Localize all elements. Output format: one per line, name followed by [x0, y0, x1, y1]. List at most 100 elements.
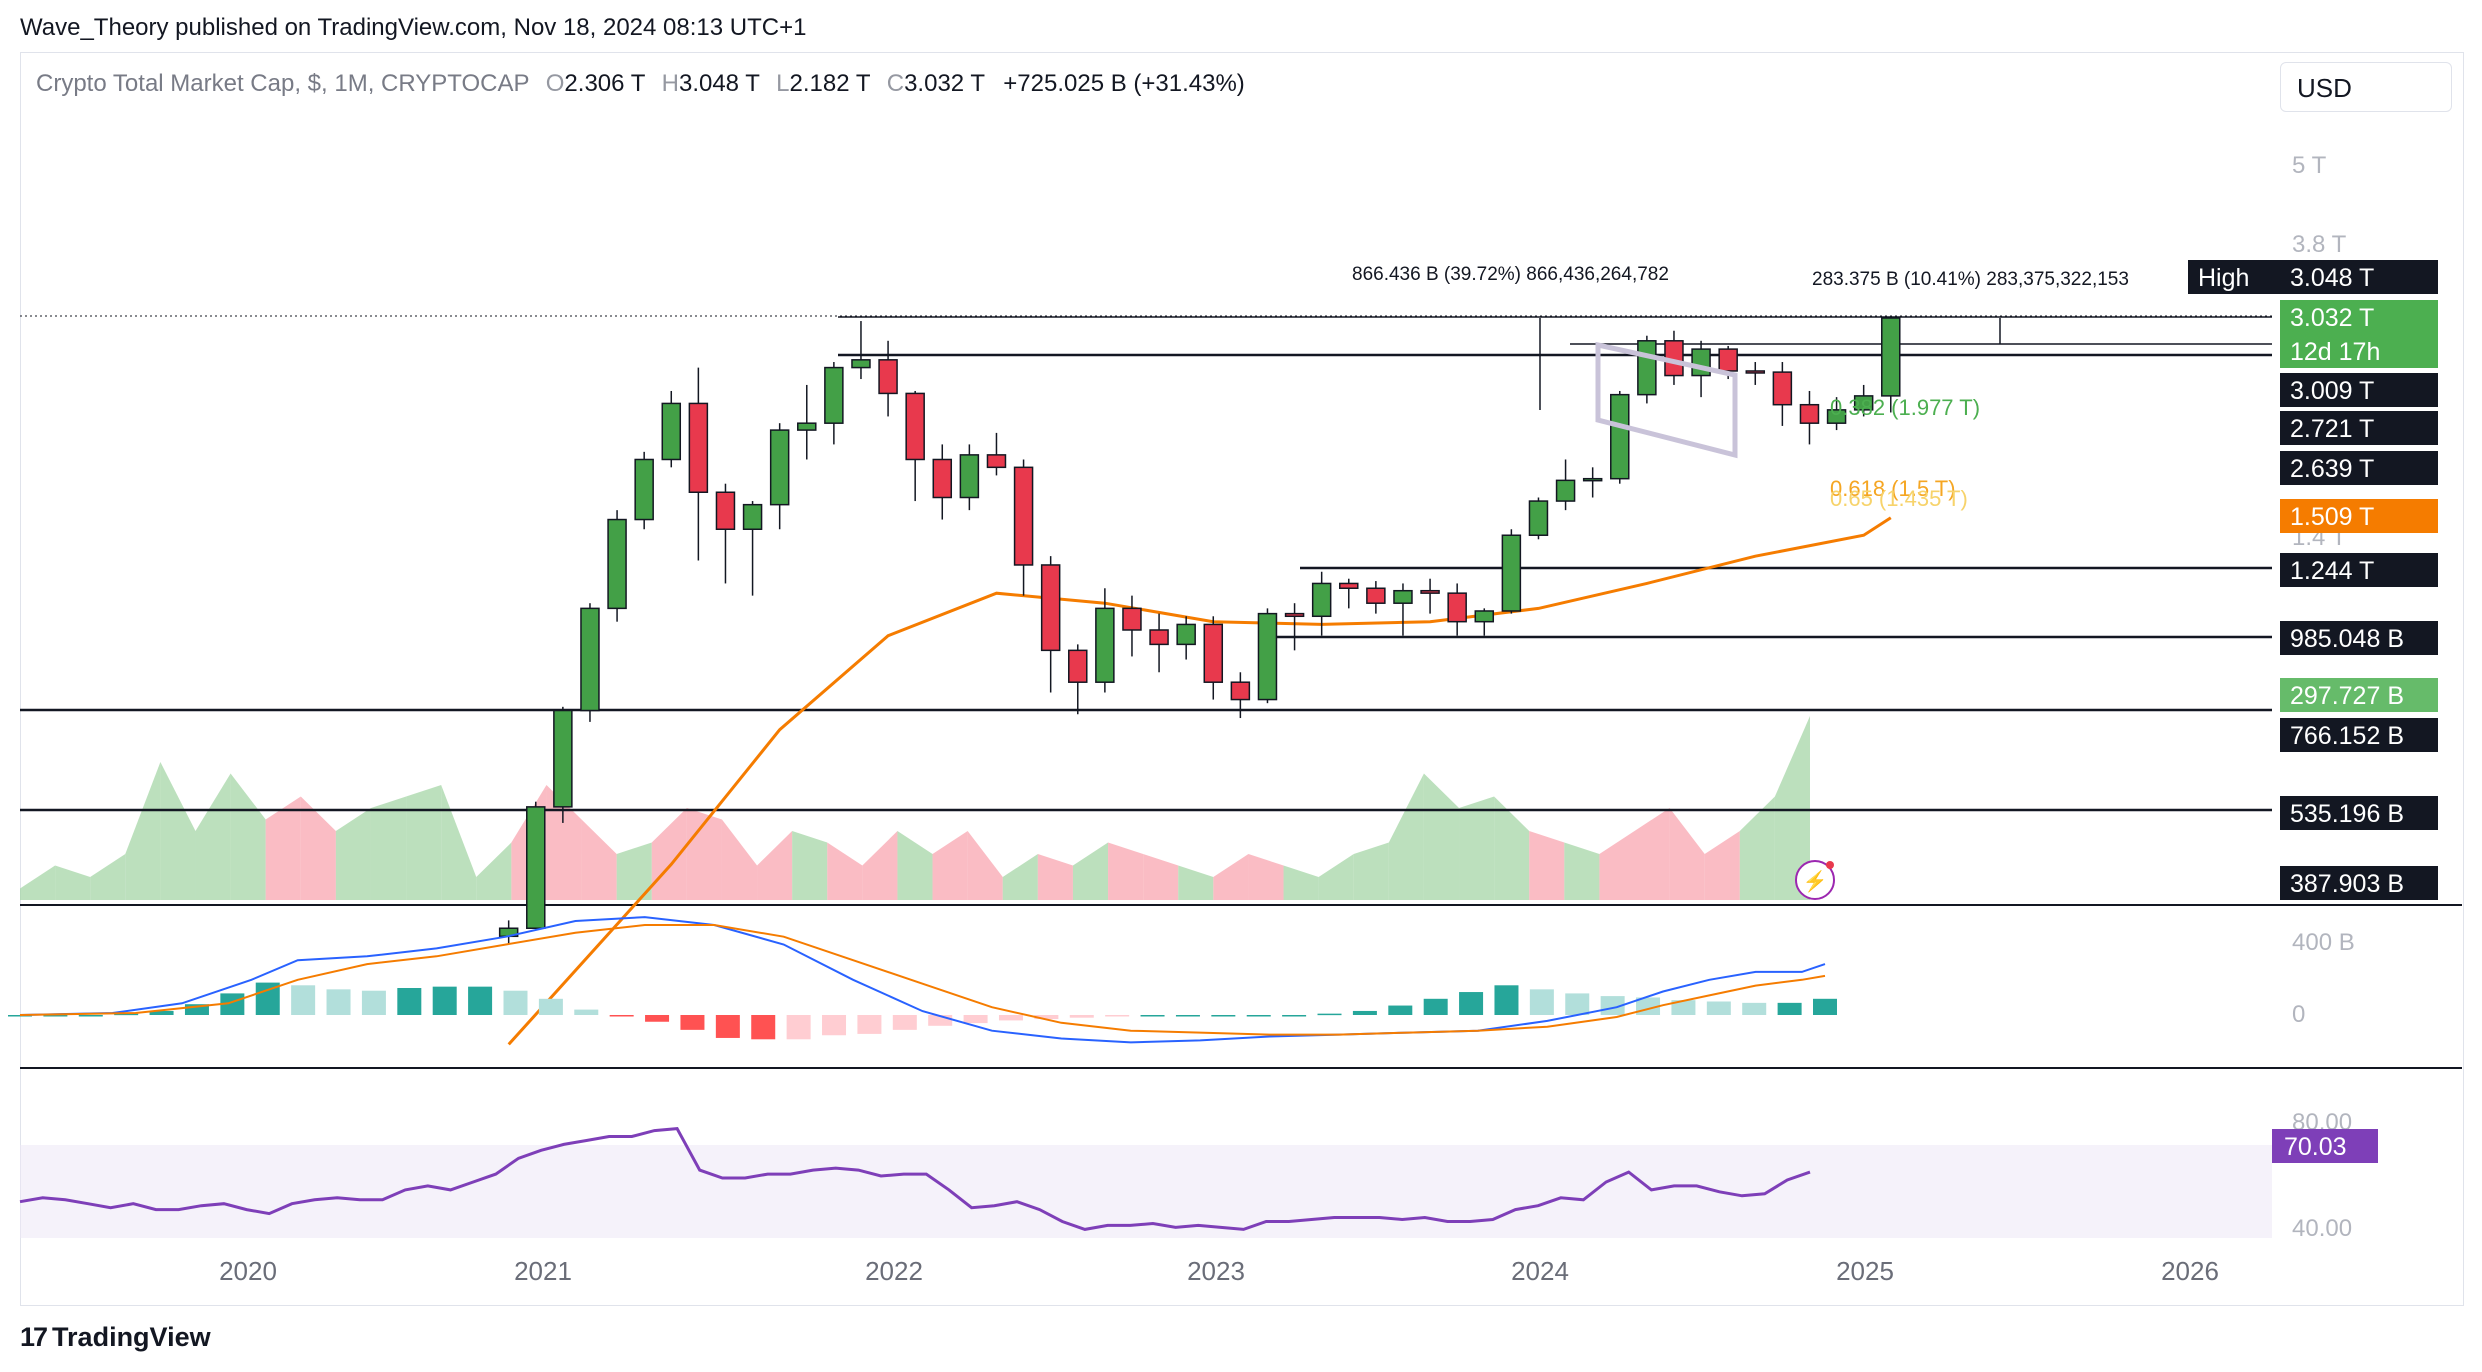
volume-segment	[1494, 796, 1530, 900]
price-tag-label: 535.196 B	[2290, 800, 2404, 828]
symbol-name[interactable]: Crypto Total Market Cap, $, 1M, CRYPTOCA…	[36, 70, 530, 97]
candle-body	[1040, 564, 1061, 652]
macd-histogram-bar	[503, 990, 528, 1015]
macd-histogram-bar	[574, 1009, 599, 1015]
macd-histogram-bar	[715, 1015, 740, 1038]
candle-body	[1555, 479, 1576, 502]
candle-body	[1230, 681, 1251, 701]
time-axis-label: 2022	[865, 1256, 923, 1286]
macd-line	[19, 916, 1826, 1044]
publisher-line: Wave_Theory published on TradingView.com…	[20, 14, 807, 41]
volume-segment	[20, 865, 56, 900]
volume-segment	[546, 785, 582, 900]
macd-histogram-bar	[1600, 996, 1625, 1015]
candle-body	[1311, 582, 1332, 618]
candle-body	[1582, 477, 1603, 482]
candle-body	[1826, 409, 1847, 424]
macd-histogram-bar	[114, 1013, 139, 1016]
volume-segment	[1423, 773, 1460, 900]
moving-average-layer	[507, 516, 1892, 1046]
macd-histogram-bar	[1069, 1015, 1094, 1018]
volume-segment	[1108, 842, 1144, 900]
open-label: O	[545, 70, 565, 97]
candle-body	[1339, 582, 1359, 590]
fib-label: 0.382 (1.977 T)	[1830, 395, 1980, 420]
candle-body	[1203, 623, 1224, 683]
macd-axis-tick: 0	[2292, 1001, 2305, 1028]
tradingview-logo[interactable]: 17 TradingView	[20, 1322, 211, 1353]
candle-body	[1393, 589, 1413, 604]
macd-histogram-bar	[149, 1010, 174, 1015]
macd-pane: 400 B 0	[8, 916, 2355, 1044]
candle-body	[634, 458, 654, 521]
volume-segment	[55, 865, 91, 900]
price-tag-bg	[2280, 621, 2438, 655]
macd-histogram-bar	[1813, 998, 1837, 1015]
candle-body	[1745, 370, 1766, 374]
macd-histogram-bar	[1246, 1015, 1271, 1017]
volume-segment	[160, 762, 196, 900]
candle-body	[688, 402, 709, 493]
candle-body	[1637, 340, 1657, 396]
candle-body	[1718, 348, 1738, 372]
candle-body	[986, 454, 1007, 469]
candle-body	[580, 607, 600, 712]
candle-body	[1122, 607, 1142, 631]
price-tag-label: 2.639 T	[2290, 455, 2374, 483]
macd-histogram-bar	[184, 1004, 209, 1015]
macd-histogram-bar	[1388, 1005, 1413, 1015]
volume-segment	[476, 842, 512, 900]
macd-histogram-bar	[822, 1015, 847, 1036]
price-tag-label: 3.048 T	[2290, 264, 2374, 292]
candle-body	[1095, 607, 1115, 683]
macd-histogram-bar	[1175, 1015, 1200, 1017]
macd-histogram-bar	[361, 990, 386, 1015]
tv-logo-icon: 17	[20, 1322, 48, 1352]
candle-body	[1257, 612, 1278, 701]
macd-histogram-bar	[892, 1015, 917, 1030]
candle-body	[661, 402, 682, 461]
macd-histogram-bar	[468, 986, 493, 1015]
volume-segment	[616, 842, 652, 900]
price-tag-label: 766.152 B	[2290, 722, 2404, 750]
close-value: 3.032 T	[904, 70, 985, 97]
currency-selector[interactable]: USD	[2280, 62, 2452, 112]
price-tag-bg	[2280, 678, 2438, 712]
candle-body	[878, 359, 898, 395]
candle-body	[1772, 371, 1793, 406]
candle-body	[1366, 587, 1386, 604]
price-tag-bg	[2280, 411, 2438, 445]
volume-segment	[862, 831, 898, 900]
macd-histogram-bar	[43, 1015, 68, 1017]
candles-layer	[498, 316, 1901, 945]
macd-histogram-bar	[1282, 1015, 1307, 1017]
volume-segment	[827, 842, 863, 900]
volume-segment	[1072, 842, 1109, 900]
macd-histogram-bar	[1105, 1015, 1130, 1017]
macd-histogram-bar	[397, 988, 422, 1015]
volume-segment	[967, 831, 1003, 900]
volume-segment	[1459, 796, 1495, 900]
rsi-tag-bg	[2272, 1129, 2378, 1163]
price-tag-bg	[2280, 553, 2438, 587]
price-tags-layer: High 3.048 T 3.032 T 12d 17h 3.009 T 2.721 T 2…	[2188, 260, 2438, 900]
macd-histogram-bar	[1671, 1000, 1696, 1015]
price-tag-label: 1.244 T	[2290, 557, 2374, 585]
volume-segment	[1143, 854, 1179, 900]
volume-segment	[1704, 831, 1740, 900]
volume-segment	[686, 808, 722, 900]
macd-histogram-bar	[1034, 1015, 1059, 1020]
price-tag-label: 387.903 B	[2290, 870, 2404, 898]
volume-segment	[932, 831, 968, 900]
candle-body	[1068, 649, 1088, 683]
open-value: 2.306 T	[564, 70, 645, 97]
volume-segment	[1318, 854, 1354, 900]
macd-histogram-bar	[786, 1015, 811, 1040]
time-axis-label: 2023	[1187, 1256, 1245, 1286]
time-axis-label: 2026	[2161, 1256, 2219, 1286]
volume-segment	[1634, 808, 1670, 900]
candle-body	[959, 454, 980, 499]
rsi-tag-label: 70.03	[2284, 1133, 2347, 1161]
